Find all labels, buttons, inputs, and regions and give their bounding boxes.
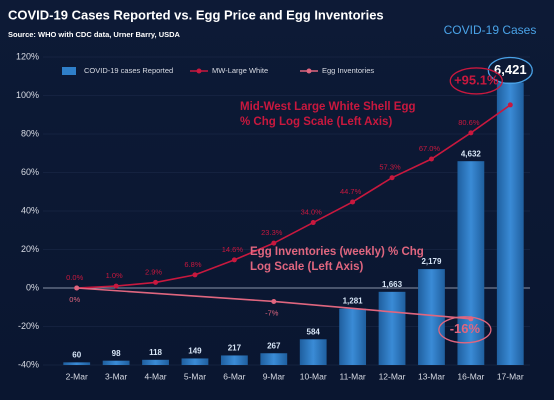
bar	[496, 82, 524, 365]
legend-swatch	[62, 67, 76, 75]
bar	[102, 360, 130, 365]
point	[428, 156, 434, 162]
bar-value-label: 217	[228, 344, 242, 353]
legend-label: MW-Large White	[212, 66, 268, 75]
bar-value-label: 1,281	[343, 297, 364, 306]
y-tick-label: 60%	[21, 167, 39, 177]
bar-value-label: 1,663	[382, 280, 403, 289]
annotation: Log Scale (Left Axis)	[250, 261, 363, 273]
x-tick-label: 3-Mar	[105, 371, 127, 381]
bar	[142, 359, 169, 365]
highlight-ring	[438, 316, 492, 344]
bar	[339, 308, 367, 365]
point	[350, 199, 356, 205]
value-label: -16%	[450, 321, 481, 336]
line	[76, 104, 511, 289]
x-tick-label: 4-Mar	[144, 371, 166, 381]
legend-marker	[306, 68, 312, 74]
value-label: -7%	[265, 308, 279, 317]
bar	[181, 358, 209, 365]
bar	[378, 291, 406, 365]
value-label: 23.3%	[261, 228, 283, 237]
x-tick-label: 9-Mar	[263, 371, 285, 381]
annotation: Egg Inventories (weekly) % Chg	[250, 246, 424, 258]
y-tick-label: 120%	[16, 51, 39, 61]
y-tick-label: 0%	[26, 282, 39, 292]
legend-marker	[196, 68, 202, 74]
bar-value-label: 584	[307, 327, 321, 336]
x-tick-label: 5-Mar	[184, 371, 206, 381]
legend-label: Egg Inventories	[322, 66, 374, 75]
point	[231, 257, 237, 263]
value-label: 0%	[69, 295, 80, 304]
highlight-ring	[487, 56, 533, 85]
x-tick-label: 6-Mar	[223, 371, 245, 381]
value-label: 1.0%	[106, 271, 123, 280]
bar-value-label: 2,179	[421, 257, 442, 266]
annotation: % Chg Log Scale (Left Axis)	[240, 116, 392, 128]
point	[271, 298, 277, 304]
bar-value-label: 149	[188, 347, 202, 356]
point	[310, 220, 316, 226]
bar	[418, 269, 445, 365]
bar	[220, 355, 248, 365]
legend-label: COVID-19 cases Reported	[84, 66, 173, 75]
value-label: 57.3%	[379, 163, 401, 172]
point	[113, 283, 119, 289]
x-tick-label: 2-Mar	[66, 371, 88, 381]
chart-title: COVID-19 Cases Reported vs. Egg Price an…	[8, 7, 384, 22]
bar	[260, 353, 288, 365]
y-tick-label: -20%	[18, 321, 39, 331]
value-label: 0.0%	[66, 273, 83, 282]
y-tick-label: 100%	[16, 90, 39, 100]
point	[468, 130, 474, 136]
bar	[63, 362, 91, 365]
x-tick-label: 17-Mar	[497, 371, 524, 381]
highlight-ring	[449, 67, 503, 95]
point	[389, 175, 395, 181]
value-label: 34.0%	[301, 208, 323, 217]
bar-value-label: 98	[112, 349, 121, 358]
bar-value-label: 118	[149, 348, 162, 357]
y-tick-label: 20%	[21, 244, 39, 254]
value-label: 6.8%	[184, 260, 201, 269]
point	[271, 240, 277, 246]
bar-value-label: 6,421	[494, 62, 527, 77]
bar-value-label: 4,632	[461, 149, 482, 158]
x-tick-label: 11-Mar	[339, 371, 365, 381]
point	[153, 279, 159, 285]
chart-subtitle: Source: WHO with CDC data, Urner Barry, …	[8, 30, 181, 39]
y-tick-label: 80%	[21, 128, 39, 138]
y-tick-label: 40%	[21, 205, 39, 215]
point	[192, 272, 198, 278]
annotation: Mid-West Large White Shell Egg	[240, 101, 416, 113]
x-tick-label: 12-Mar	[379, 371, 406, 381]
x-tick-label: 10-Mar	[300, 371, 327, 381]
y-tick-label: -40%	[18, 359, 39, 369]
x-tick-label: 13-Mar	[418, 371, 445, 381]
bar-value-label: 267	[267, 341, 281, 350]
value-label: 2.9%	[145, 267, 162, 276]
point	[507, 102, 513, 108]
plot-area: -40% -20% 0% 20% 40% 60% 80% 100% 120% 2-Mar 3-Mar…	[16, 51, 533, 381]
bar	[299, 339, 327, 365]
corner-label: COVID-19 Cases	[444, 23, 537, 37]
bar	[457, 161, 485, 365]
value-label: +95.1%	[454, 72, 499, 87]
point	[74, 285, 80, 291]
value-label: 14.6%	[222, 245, 244, 254]
value-label: 80.6%	[458, 118, 480, 127]
value-label: 67.0%	[419, 144, 441, 153]
value-label: 44.7%	[340, 187, 362, 196]
bar-value-label: 60	[72, 350, 81, 359]
x-tick-label: 16-Mar	[457, 371, 484, 381]
